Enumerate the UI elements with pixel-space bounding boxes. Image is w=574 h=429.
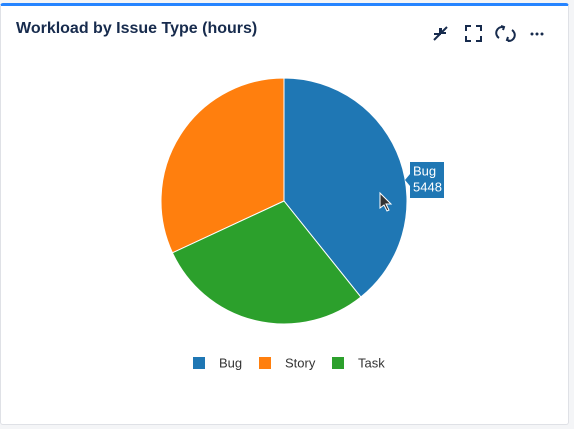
legend-swatch bbox=[193, 357, 205, 369]
pie-slice bbox=[171, 200, 362, 325]
tooltip-box bbox=[405, 162, 444, 198]
legend-swatch bbox=[332, 357, 344, 369]
legend-label: Bug bbox=[219, 355, 242, 370]
cursor bbox=[379, 191, 393, 212]
legend-label: Task bbox=[358, 355, 385, 370]
gadget-title: Workload by Issue Type (hours) bbox=[16, 20, 258, 37]
fullscreen-button[interactable] bbox=[465, 25, 482, 42]
refresh-button[interactable] bbox=[495, 25, 516, 43]
toolbar bbox=[433, 25, 544, 43]
minimize-button[interactable] bbox=[433, 26, 448, 41]
legend-swatch bbox=[259, 357, 271, 369]
tooltip-value: 5448 bbox=[413, 179, 442, 194]
tooltip-label: Bug bbox=[413, 163, 436, 178]
pie-slice bbox=[283, 77, 408, 298]
more-button[interactable] bbox=[530, 32, 544, 36]
pie-slice bbox=[160, 77, 285, 254]
legend-label: Story bbox=[285, 355, 316, 370]
